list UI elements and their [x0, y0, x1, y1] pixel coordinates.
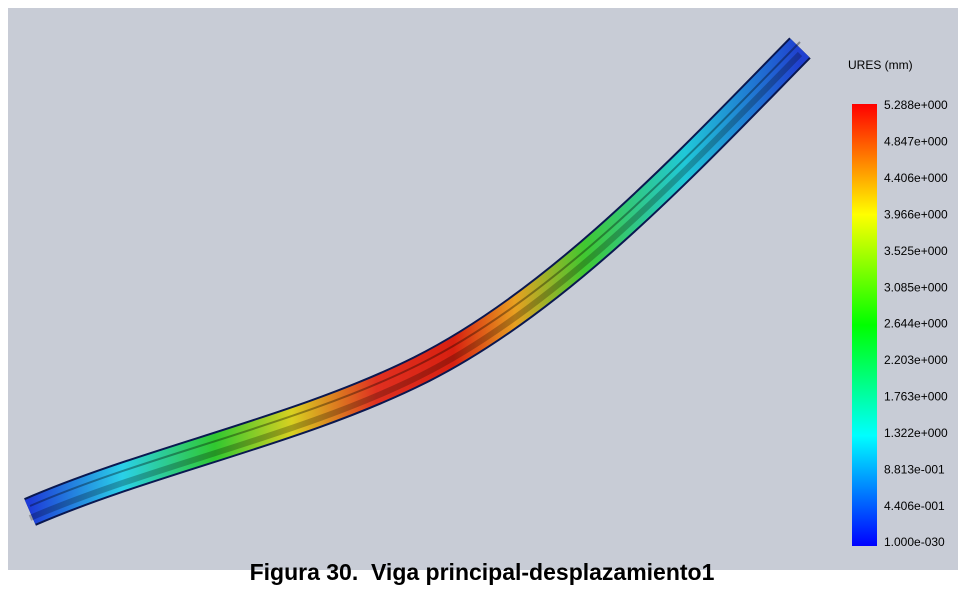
legend-label: 3.966e+000: [884, 207, 948, 221]
caption: Figura 30. Viga principal-desplazamiento…: [250, 559, 715, 585]
legend-label: 2.203e+000: [884, 353, 948, 367]
legend-label: 3.525e+000: [884, 244, 948, 258]
legend-label: 3.085e+000: [884, 280, 948, 294]
legend-label: 1.763e+000: [884, 390, 948, 404]
legend-label: 1.322e+000: [884, 426, 948, 440]
legend-label: 5.288e+000: [884, 98, 948, 112]
legend-title: URES (mm): [848, 58, 913, 72]
color-bar: [852, 104, 877, 546]
legend-label: 4.406e+000: [884, 171, 948, 185]
legend-label: 8.813e-001: [884, 462, 945, 476]
legend-label: 4.406e-001: [884, 499, 945, 513]
legend-label: 4.847e+000: [884, 135, 948, 149]
figure: URES (mm) 5.288e+000 4.847e+000 4.406e+000…: [0, 0, 964, 590]
legend-label: 1.000e-030: [884, 535, 945, 549]
legend-label: 2.644e+000: [884, 317, 948, 331]
viewport: [8, 8, 958, 570]
